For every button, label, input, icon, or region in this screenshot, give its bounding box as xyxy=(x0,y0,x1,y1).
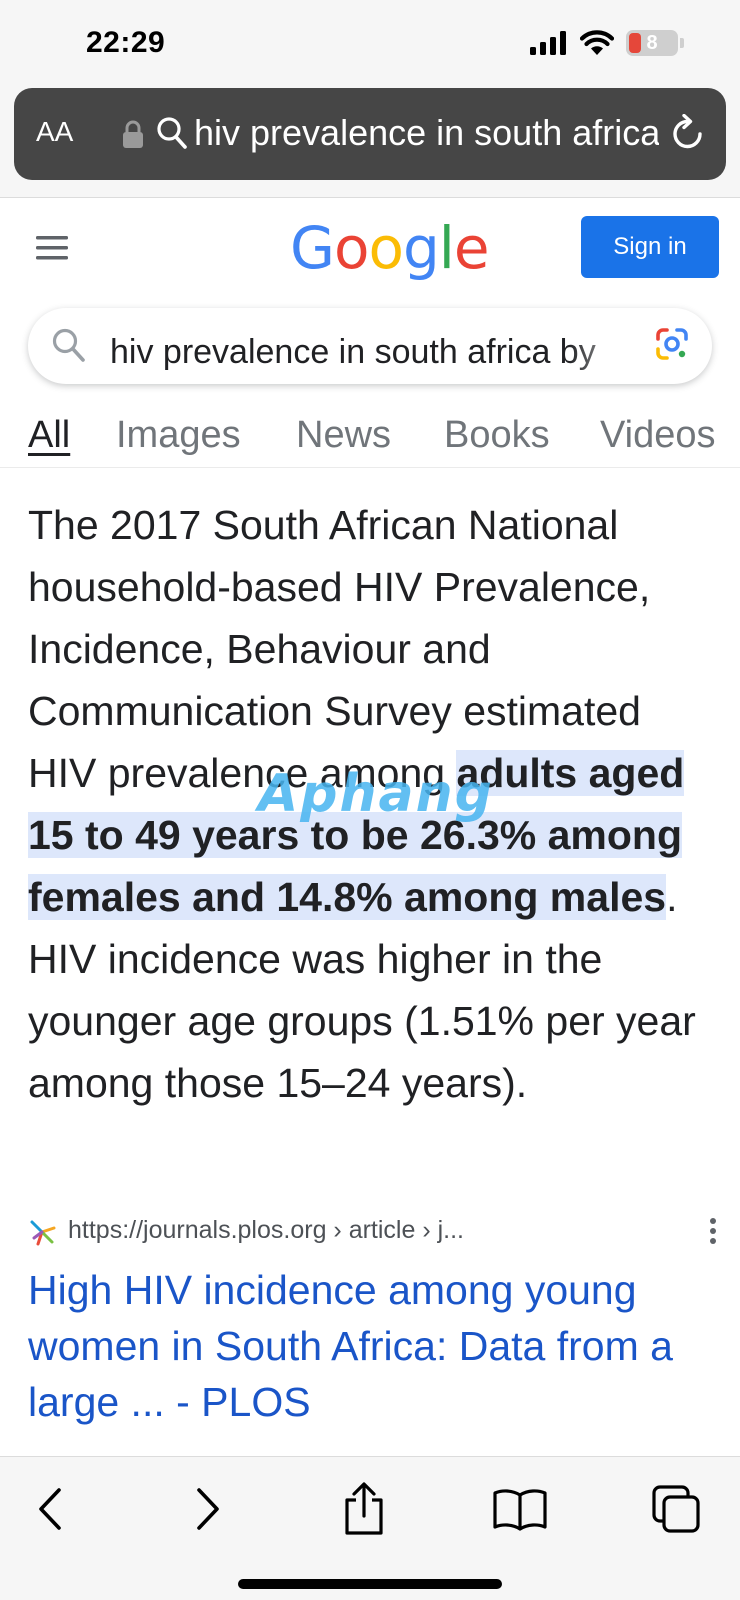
status-icons: 8 xyxy=(530,30,684,56)
snippet-text-after: . HIV incidence was higher in the younge… xyxy=(28,874,696,1106)
logo-letter: l xyxy=(438,214,455,282)
menu-icon[interactable] xyxy=(36,236,68,260)
address-bar[interactable]: AA hiv prevalence in south africa xyxy=(14,88,726,180)
text-size-button[interactable]: AA xyxy=(36,116,73,148)
status-time: 22:29 xyxy=(86,26,166,59)
snippet-text-before: The 2017 South African National househol… xyxy=(28,502,651,796)
home-indicator[interactable] xyxy=(238,1579,502,1589)
more-options-icon[interactable] xyxy=(708,1216,718,1246)
share-button[interactable] xyxy=(334,1479,394,1539)
result-source[interactable]: https://journals.plos.org › article › j.… xyxy=(28,1216,718,1250)
google-header: Google Sign in xyxy=(0,198,740,298)
logo-letter: g xyxy=(402,214,440,282)
logo-letter: G xyxy=(290,214,335,282)
logo-letter: e xyxy=(453,214,490,282)
back-icon xyxy=(39,1488,61,1530)
tab-videos[interactable]: Videos xyxy=(600,414,716,456)
tab-all[interactable]: All xyxy=(28,414,71,456)
google-lens-icon[interactable] xyxy=(654,326,690,362)
tab-news[interactable]: News xyxy=(296,414,392,456)
tab-books[interactable]: Books xyxy=(444,414,550,456)
search-tabs: All Images News Books Videos xyxy=(0,400,740,468)
tabs-icon xyxy=(652,1485,700,1533)
logo-letter: o xyxy=(368,214,403,282)
url-text[interactable]: hiv prevalence in south africa xyxy=(194,112,659,153)
wifi-icon xyxy=(580,30,614,55)
reload-icon[interactable] xyxy=(670,114,706,152)
forward-button[interactable] xyxy=(178,1479,238,1539)
tabs-button[interactable] xyxy=(646,1479,706,1539)
logo-letter: o xyxy=(333,214,369,282)
search-icon xyxy=(52,328,85,362)
share-icon xyxy=(345,1482,383,1535)
browser-address-area: AA hiv prevalence in south africa xyxy=(0,86,740,198)
watermark: Aphang xyxy=(258,764,494,824)
search-box[interactable]: hiv prevalence in south africa by xyxy=(28,308,712,384)
lock-icon xyxy=(123,120,143,148)
search-input[interactable]: hiv prevalence in south africa by xyxy=(110,333,596,371)
bookmarks-button[interactable] xyxy=(490,1479,550,1539)
search-icon xyxy=(157,117,187,149)
result-title-link[interactable]: High HIV incidence among young women in … xyxy=(28,1267,673,1425)
status-bar: 22:29 8 xyxy=(0,0,740,86)
back-button[interactable] xyxy=(20,1479,80,1539)
bookmarks-icon xyxy=(493,1489,547,1531)
plos-favicon-icon xyxy=(30,1220,56,1246)
tab-images[interactable]: Images xyxy=(116,414,241,456)
battery-icon: 8 xyxy=(626,30,678,56)
google-logo[interactable]: Google xyxy=(290,214,490,282)
sign-in-button[interactable]: Sign in xyxy=(581,216,719,278)
featured-snippet: The 2017 South African National househol… xyxy=(28,494,718,1114)
source-url[interactable]: https://journals.plos.org › article › j.… xyxy=(68,1216,464,1244)
cellular-signal-icon xyxy=(530,31,566,55)
forward-icon xyxy=(197,1488,219,1530)
text-size-label: AA xyxy=(36,116,74,147)
battery-level: 8 xyxy=(646,31,658,54)
search-fade xyxy=(568,322,648,376)
browser-toolbar xyxy=(0,1456,740,1600)
